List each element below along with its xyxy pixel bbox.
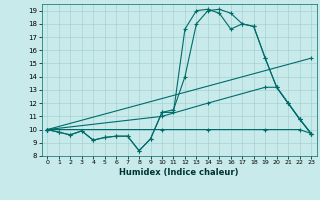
X-axis label: Humidex (Indice chaleur): Humidex (Indice chaleur) [119, 168, 239, 177]
